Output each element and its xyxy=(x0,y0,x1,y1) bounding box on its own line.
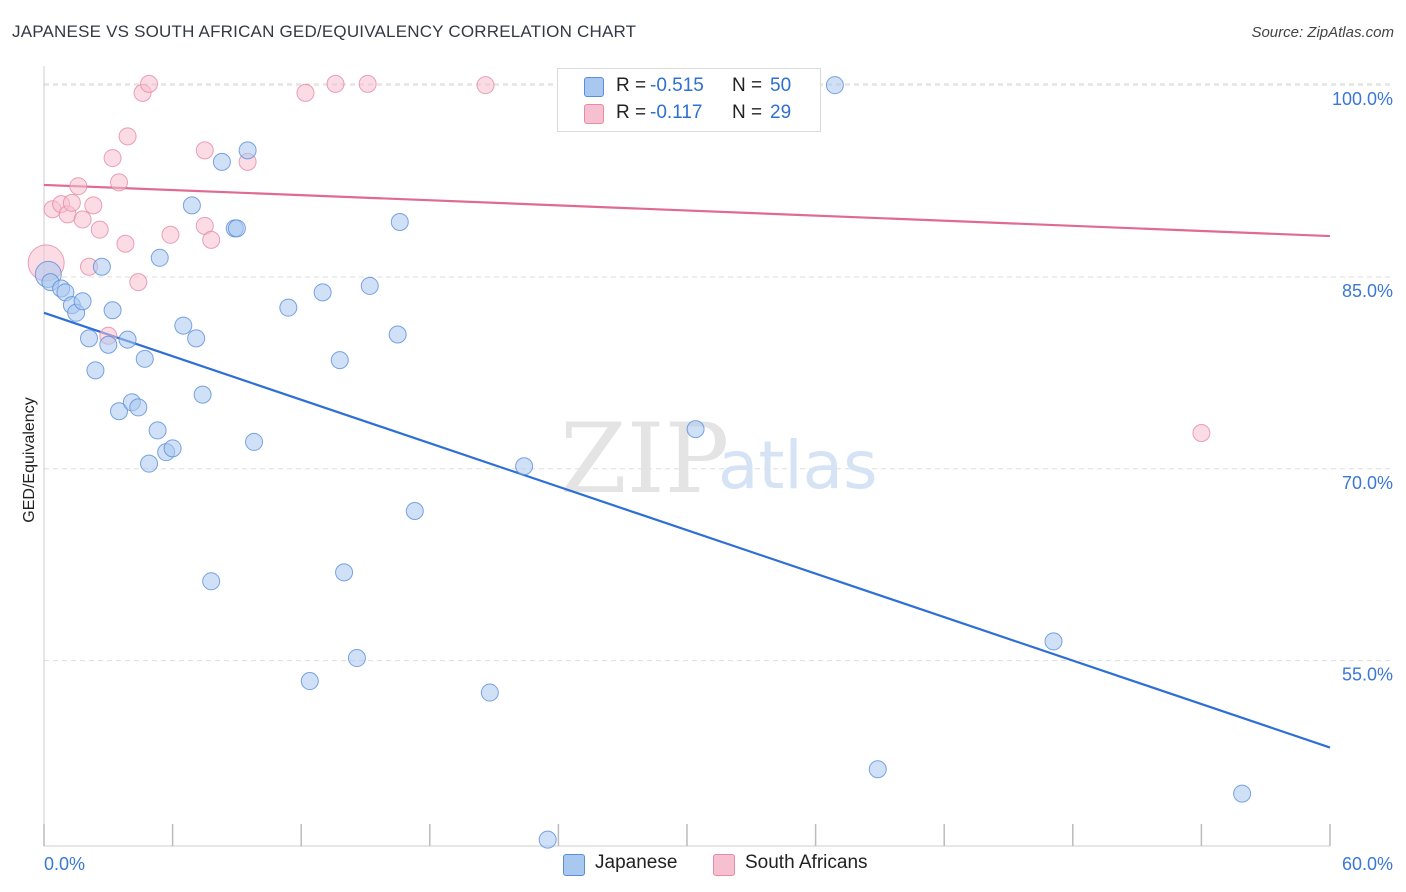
x-tick-label: 60.0% xyxy=(1342,854,1393,874)
legend-r-label: R = xyxy=(616,102,647,123)
data-point xyxy=(129,273,148,292)
japanese-swatch xyxy=(584,77,604,97)
data-point xyxy=(313,283,332,302)
data-point xyxy=(238,141,257,160)
data-point xyxy=(405,501,424,520)
legend-n-label: N = xyxy=(732,102,763,123)
data-point xyxy=(279,298,298,317)
south-africans-swatch xyxy=(713,854,735,876)
data-point xyxy=(62,193,81,212)
data-point xyxy=(388,325,407,344)
data-point xyxy=(110,402,129,421)
data-point xyxy=(80,329,99,348)
data-point xyxy=(135,349,154,368)
data-point xyxy=(480,683,499,702)
data-point xyxy=(1233,784,1252,803)
legend-n-value: 50 xyxy=(770,75,792,96)
japanese-swatch xyxy=(563,854,585,876)
x-tick-label: 0.0% xyxy=(44,854,85,874)
chart-title: JAPANESE VS SOUTH AFRICAN GED/EQUIVALENC… xyxy=(12,22,637,41)
data-point xyxy=(92,257,111,276)
trend-line xyxy=(43,311,1331,749)
data-point xyxy=(202,572,221,591)
data-point xyxy=(515,457,534,476)
y-axis-label: GED/Equivalency xyxy=(21,397,38,523)
y-tick-label: 85.0% xyxy=(1342,281,1393,301)
watermark-atlas: atlas xyxy=(718,427,878,504)
data-point xyxy=(182,196,201,215)
data-point xyxy=(148,421,167,440)
bottom-legend-label: South Africans xyxy=(745,852,868,873)
data-point xyxy=(187,329,206,348)
correlation-legend: R = -0.515 N = 50 R = -0.117 N = 29 xyxy=(557,68,821,132)
data-point xyxy=(195,141,214,160)
legend-n-value: 29 xyxy=(770,102,792,123)
data-point xyxy=(73,210,92,229)
data-point xyxy=(326,74,345,93)
data-point xyxy=(103,301,122,320)
data-point xyxy=(103,149,122,168)
data-point xyxy=(118,127,137,146)
data-point xyxy=(825,76,844,95)
data-point xyxy=(161,225,180,244)
trendlines xyxy=(43,183,1331,749)
y-tick-label: 100.0% xyxy=(1332,89,1393,109)
data-point xyxy=(73,292,92,311)
south-africans-swatch xyxy=(584,104,604,124)
data-point xyxy=(347,649,366,668)
legend-n-label: N = xyxy=(732,75,763,96)
y-tick-label: 70.0% xyxy=(1342,473,1393,493)
data-point xyxy=(150,248,169,267)
data-point xyxy=(245,432,264,451)
y-tick-label: 55.0% xyxy=(1342,665,1393,685)
data-point xyxy=(118,330,137,349)
data-point xyxy=(538,830,557,849)
data-point xyxy=(868,760,887,779)
data-point xyxy=(390,213,409,231)
data-point xyxy=(116,234,135,253)
chart-source: Source: ZipAtlas.com xyxy=(1251,24,1394,41)
watermark-zip: ZIP xyxy=(560,403,729,515)
data-point xyxy=(296,83,315,102)
bottom-legend-label: Japanese xyxy=(595,852,678,873)
data-point xyxy=(360,276,379,295)
data-point xyxy=(476,76,495,95)
data-point xyxy=(99,335,118,354)
data-point xyxy=(86,361,105,380)
axes xyxy=(43,66,1331,847)
data-point xyxy=(90,220,109,239)
data-point xyxy=(140,454,159,473)
data-point xyxy=(227,219,246,238)
data-point xyxy=(358,74,377,93)
data-point xyxy=(69,177,88,196)
data-point xyxy=(163,439,182,458)
tick-labels: 55.0% 70.0% 85.0% 100.0% 0.0% 60.0% xyxy=(44,89,1393,874)
data-point xyxy=(174,316,193,335)
data-point xyxy=(330,351,349,370)
data-point xyxy=(193,385,212,404)
data-point xyxy=(1044,632,1063,651)
data-point xyxy=(140,74,159,93)
data-point xyxy=(110,173,129,192)
data-point xyxy=(202,230,221,249)
trend-line xyxy=(43,183,1331,238)
data-point xyxy=(84,196,103,215)
legend-row-south-africans: R = -0.117 N = 29 xyxy=(558,100,820,128)
legend-row-japanese: R = -0.515 N = 50 xyxy=(558,73,820,101)
legend-r-value: -0.515 xyxy=(650,75,704,96)
data-point xyxy=(686,420,705,439)
legend-r-label: R = xyxy=(616,75,647,96)
data-point xyxy=(129,398,148,417)
data-point xyxy=(335,563,354,582)
data-point xyxy=(212,152,231,171)
data-points xyxy=(27,74,1252,849)
data-point xyxy=(300,672,319,691)
data-point xyxy=(1192,423,1211,442)
legend-r-value: -0.117 xyxy=(650,102,703,123)
